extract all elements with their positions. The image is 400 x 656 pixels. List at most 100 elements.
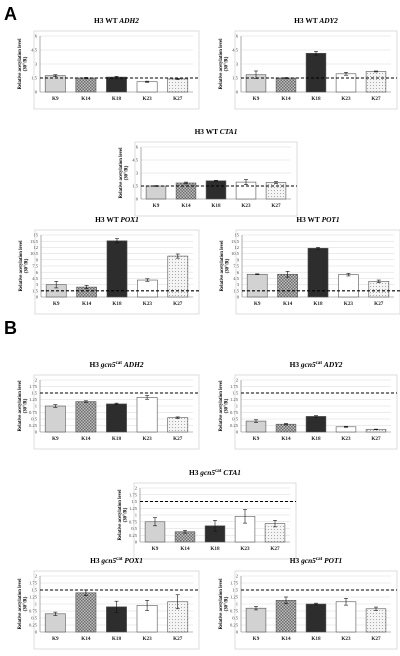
bar-k14 [275,423,297,433]
bar-k14 [275,77,297,93]
y-tick-label: 3 [36,282,39,287]
bar-k23 [137,279,158,298]
y-tick-label: 12 [234,245,239,250]
x-tick-label: K18 [112,436,122,442]
y-tick-label: 6 [36,270,39,275]
bar-k27 [368,280,390,298]
bar-k27 [167,417,189,433]
bar-k14 [75,592,97,633]
y-tick-label: 0.75 [129,519,138,524]
y-tick-label: 0.75 [230,410,239,415]
y-tick-label: 1.75 [129,492,138,497]
x-tick-label: K14 [281,436,291,442]
x-tick-label: K9 [52,636,59,642]
y-tick-label: 1.5 [233,288,239,293]
y-axis-label: Relative acetylation level(30°/R) [118,489,129,541]
x-tick-label: K14 [81,636,91,642]
x-tick-label: K27 [173,96,183,102]
chart-6: H3 gcn5cat ADH2 0 0.250.5 0.751 1.251.5 1.752… [18,360,200,450]
y-tick-label: 0.25 [129,533,138,538]
bar-k14 [175,182,197,200]
y-tick-label: 6 [136,145,139,150]
bar-k18 [106,403,127,433]
x-tick-label: K9 [253,96,260,102]
x-tick-label: K27 [271,203,281,209]
y-tick-label: 0.75 [29,410,38,415]
y-tick-label: 10.5 [231,251,240,256]
x-tick-label: K27 [173,436,183,442]
x-tick-label: K23 [341,96,351,102]
x-tick-label: K23 [241,203,251,209]
y-tick-label: 3 [237,282,240,287]
y-tick-label: 0.25 [29,623,38,628]
chart-title: H3 gcn5cat POX1 [90,556,143,565]
x-tick-label: K14 [81,96,91,102]
bar-k14 [75,401,97,433]
y-tick-label: 1.75 [230,581,239,586]
bar-k18 [305,52,327,93]
y-tick-label: 2 [35,378,38,383]
y-tick-label: 13.5 [231,239,240,244]
y-tick-label: 10.5 [30,251,39,256]
x-tick-label: K23 [341,436,351,442]
y-tick-label: 1 [135,513,138,518]
bar-k18 [305,416,327,433]
x-tick-label: K18 [313,301,323,307]
chart-10: H3 gcn5cat POT1 0 0.25 0.5 0.75 1 1.25 1.5 1.75 2… [219,556,398,650]
chart-1: H3 WT ADH2 0 1.5 3 4.5 6 Relative acetylation … [18,16,200,110]
y-tick-label: 6 [237,270,240,275]
x-tick-label: K14 [180,546,190,552]
x-tick-label: K27 [374,301,384,307]
y-tick-label: 4.5 [32,276,38,281]
y-tick-label: 2 [236,378,239,383]
x-tick-label: K14 [81,436,91,442]
y-tick-label: 0.5 [31,417,37,422]
y-tick-label: 12 [33,245,38,250]
chart-7: H3 gcn5cat ADY2 0 0.250.5 0.751 1.251.5 1.752… [219,360,398,450]
bar-k18 [106,240,128,298]
y-tick-label: 4.5 [232,48,238,53]
bar-k18 [307,247,329,298]
y-tick-label: 1.5 [232,391,238,396]
x-tick-label: K9 [153,203,160,209]
y-tick-label: 0 [135,540,138,545]
x-tick-label: K9 [254,301,261,307]
x-tick-label: K9 [52,96,59,102]
y-tick-label: 1.5 [232,588,238,593]
y-tick-label: 9 [36,257,39,262]
x-tick-label: K18 [211,203,221,209]
bar-k27 [265,182,287,200]
bar-k23 [136,397,158,433]
chart-frame [133,482,297,560]
y-tick-label: 6 [35,34,38,39]
y-axis-label: Relative acetylation level(30°/R) [19,240,30,292]
chart-frame [33,30,200,110]
bar-k23 [338,274,359,298]
bar-k9 [145,185,167,200]
y-tick-label: 2 [236,574,239,579]
bar-k9 [245,607,267,633]
y-tick-label: 1.25 [230,595,239,600]
x-tick-label: K9 [52,436,59,442]
chart-9: H3 gcn5cat POX1 0 0.25 0.5 0.75 1 1.25 1.5 1.75 2… [18,556,200,650]
chart-frame [234,30,398,110]
y-tick-label: 3 [236,62,239,67]
y-tick-label: 15 [33,233,38,238]
panel-letter-b: B [4,318,17,338]
y-tick-label: 6 [236,34,239,39]
chart-title: H3 gcn5cat POT1 [290,556,342,565]
x-tick-label: K18 [112,96,122,102]
x-tick-label: K9 [253,436,260,442]
y-tick-label: 0 [237,295,240,300]
y-tick-label: 1.5 [132,184,138,189]
bar-k14 [75,77,97,93]
x-tick-label: K18 [311,636,321,642]
x-tick-label: K23 [143,301,153,307]
y-tick-label: 7.5 [32,264,38,269]
chart-frame [134,141,298,217]
chart-5: H3 WT POT1 0 1.534.567.5 910.51213.515Relat… [220,215,400,315]
y-axis-label: Relative acetylation level(30°/R) [219,38,230,90]
y-tick-label: 0 [136,197,139,202]
y-tick-label: 1.75 [230,384,239,389]
